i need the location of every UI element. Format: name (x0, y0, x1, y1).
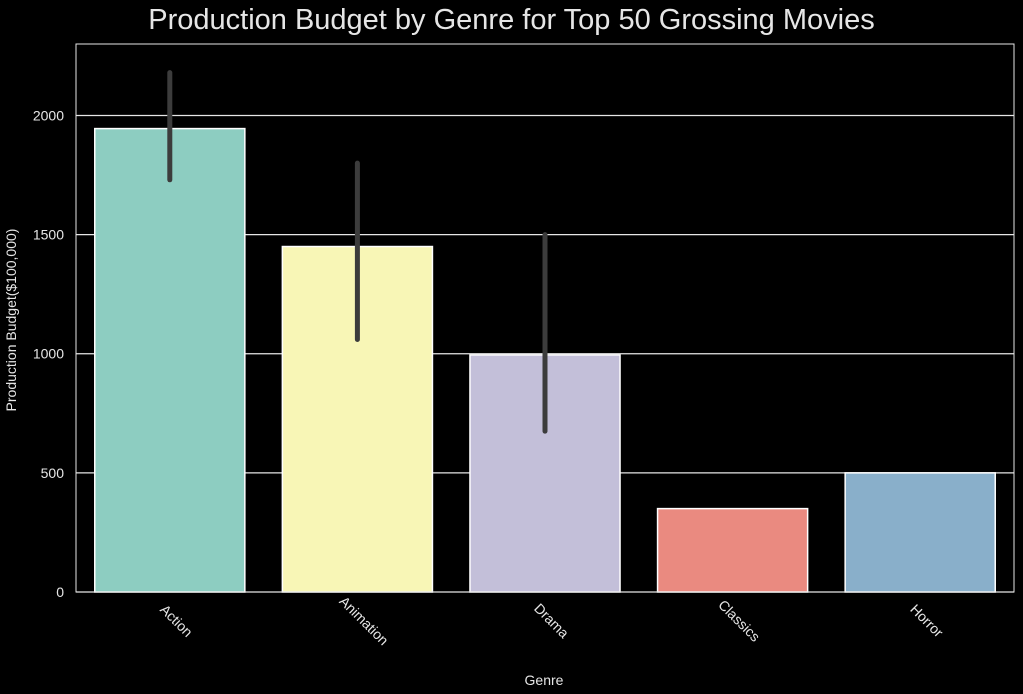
chart-title: Production Budget by Genre for Top 50 Gr… (148, 4, 875, 36)
y-tick-label: 2000 (33, 107, 64, 123)
y-tick-label: 1500 (33, 227, 64, 243)
plot-frame (75, 43, 1015, 593)
x-tick-labels: Action Animation Drama Classics Horror (157, 593, 947, 648)
bar-classics (656, 507, 809, 593)
x-axis-label: Genre (525, 672, 564, 688)
y-axis-label: Production Budget($100,000) (3, 229, 19, 412)
y-tick-label: 1000 (33, 346, 64, 362)
error-bars (167, 70, 548, 434)
bar-action (94, 127, 246, 593)
x-tick-label: Drama (531, 600, 572, 641)
x-tick-label: Horror (907, 601, 947, 641)
y-tick-label: 500 (41, 465, 65, 481)
y-tick-label: 0 (56, 584, 64, 600)
x-tick-label: Action (157, 601, 196, 640)
x-tick-label: Animation (336, 593, 391, 648)
x-tick-label: Classics (715, 597, 763, 645)
y-tick-labels: 0 500 1000 1500 2000 (33, 107, 64, 600)
bar-horror (844, 472, 996, 593)
